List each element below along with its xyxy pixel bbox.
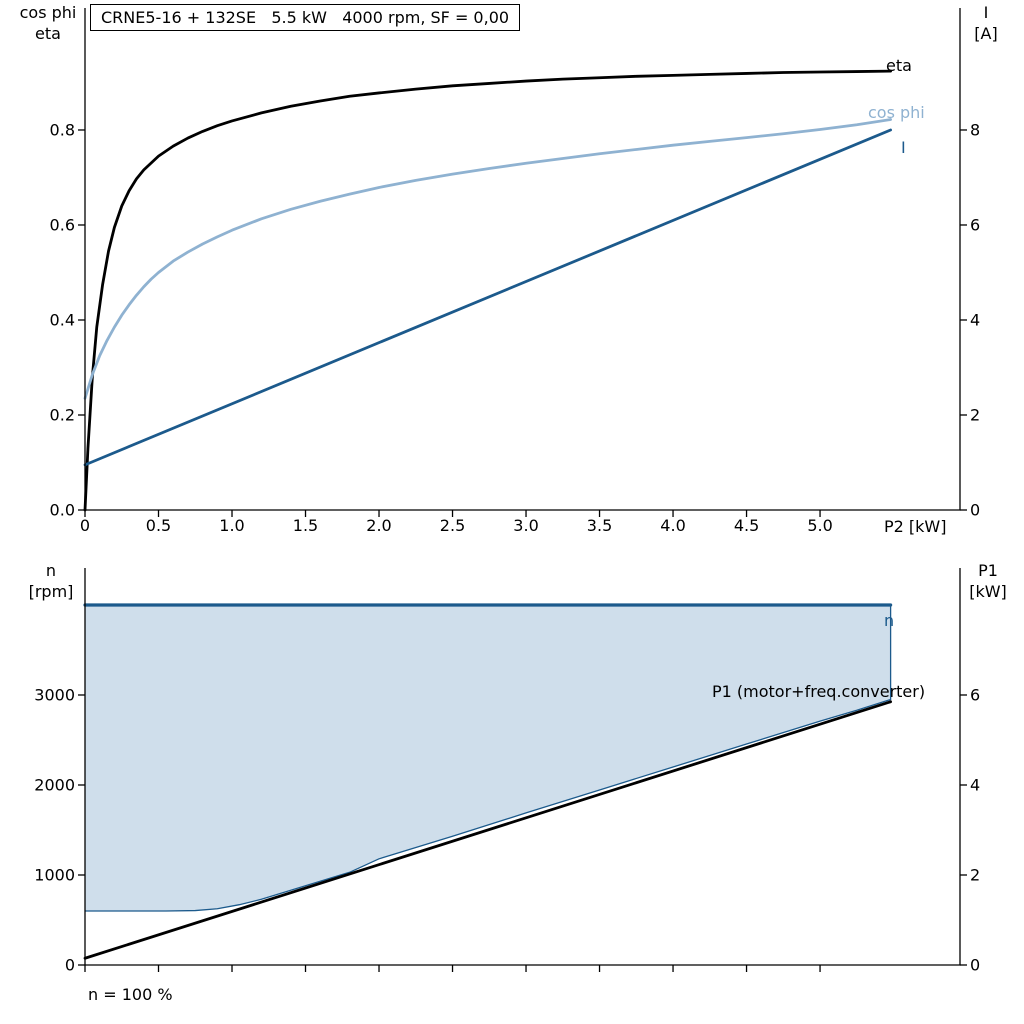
top-y-left-tick-label: 0.0 bbox=[50, 501, 75, 520]
bottom-y-right-tick-label: 2 bbox=[970, 865, 980, 884]
bottom-y-right-tick-label: 6 bbox=[970, 685, 980, 704]
top-y-right-tick-label: 8 bbox=[970, 120, 980, 139]
bottom-right-axis-label-line2: [kW] bbox=[969, 582, 1007, 601]
bottom-y-left-tick-label: 0 bbox=[65, 956, 75, 975]
bottom-axis-frame bbox=[84, 568, 961, 966]
speed-footnote: n = 100 % bbox=[88, 985, 173, 1004]
bottom-y-left-tick-label: 3000 bbox=[34, 685, 75, 704]
bottom-curve-p1-motor-freq-converter- bbox=[83, 700, 893, 960]
chart-title-box: CRNE5-16 + 132SE 5.5 kW 4000 rpm, SF = 0… bbox=[90, 4, 521, 31]
top-x-tick-label: 5.0 bbox=[807, 516, 832, 535]
top-y-left-tick-label: 0.6 bbox=[50, 215, 75, 234]
top-x-tick-label: 2.0 bbox=[366, 516, 391, 535]
top-x-tick-label: 0 bbox=[80, 516, 90, 535]
bottom-y-right-tick-label: 4 bbox=[970, 775, 980, 794]
top-axis-frame bbox=[84, 8, 961, 511]
top-left-axis-label: cos phi eta bbox=[8, 2, 88, 44]
bottom-band-area bbox=[85, 604, 891, 911]
top-y-right-tick-label: 4 bbox=[970, 310, 980, 329]
bottom-y-left-tick-label: 1000 bbox=[34, 865, 75, 884]
top-x-tick-label: 3.5 bbox=[587, 516, 612, 535]
top-x-tick-label: 3.0 bbox=[513, 516, 538, 535]
bottom-band-outline bbox=[85, 604, 892, 912]
top-curve-i bbox=[83, 128, 893, 467]
p1-series-label: P1 (motor+freq.converter) bbox=[712, 682, 926, 701]
eta-series-label: eta bbox=[886, 56, 912, 75]
top-x-tick-label: 4.5 bbox=[734, 516, 759, 535]
top-x-tick-label: 4.0 bbox=[660, 516, 685, 535]
bottom-left-axis-label-line2: [rpm] bbox=[28, 582, 74, 601]
top-x-tick-label: 1.5 bbox=[293, 516, 318, 535]
bottom-y-right-tick-label: 0 bbox=[970, 956, 980, 975]
top-left-axis-label-line2: eta bbox=[35, 24, 61, 43]
top-right-axis-label-line1: I bbox=[983, 3, 989, 22]
top-right-axis-label: I [A] bbox=[958, 2, 1014, 44]
top-y-right-tick-label: 2 bbox=[970, 405, 980, 424]
top-curve-cos-phi bbox=[83, 118, 893, 400]
cos-phi-series-label: cos phi bbox=[868, 103, 925, 122]
x-axis-title-p2: P2 [kW] bbox=[884, 517, 947, 536]
top-x-tick-label: 2.5 bbox=[440, 516, 465, 535]
current-series-label: I bbox=[901, 138, 906, 157]
bottom-right-axis-label-line1: P1 bbox=[978, 561, 998, 580]
top-y-left-tick-label: 0.8 bbox=[50, 120, 75, 139]
top-x-tick-label: 1.0 bbox=[219, 516, 244, 535]
top-y-right-tick-label: 6 bbox=[970, 215, 980, 234]
bottom-right-axis-label: P1 [kW] bbox=[958, 560, 1018, 602]
bottom-left-axis-label-line1: n bbox=[45, 561, 57, 580]
top-y-right-tick-label: 0 bbox=[970, 501, 980, 520]
top-y-left-tick-label: 0.2 bbox=[50, 405, 75, 424]
n-series-label: n bbox=[884, 611, 895, 630]
top-right-axis-label-line2: [A] bbox=[974, 24, 998, 43]
top-left-axis-label-line1: cos phi bbox=[19, 3, 77, 22]
top-y-left-tick-label: 0.4 bbox=[50, 310, 75, 329]
top-curve-eta bbox=[83, 69, 893, 512]
bottom-left-axis-label: n [rpm] bbox=[16, 560, 86, 602]
bottom-y-left-tick-label: 2000 bbox=[34, 775, 75, 794]
top-x-tick-label: 0.5 bbox=[146, 516, 171, 535]
